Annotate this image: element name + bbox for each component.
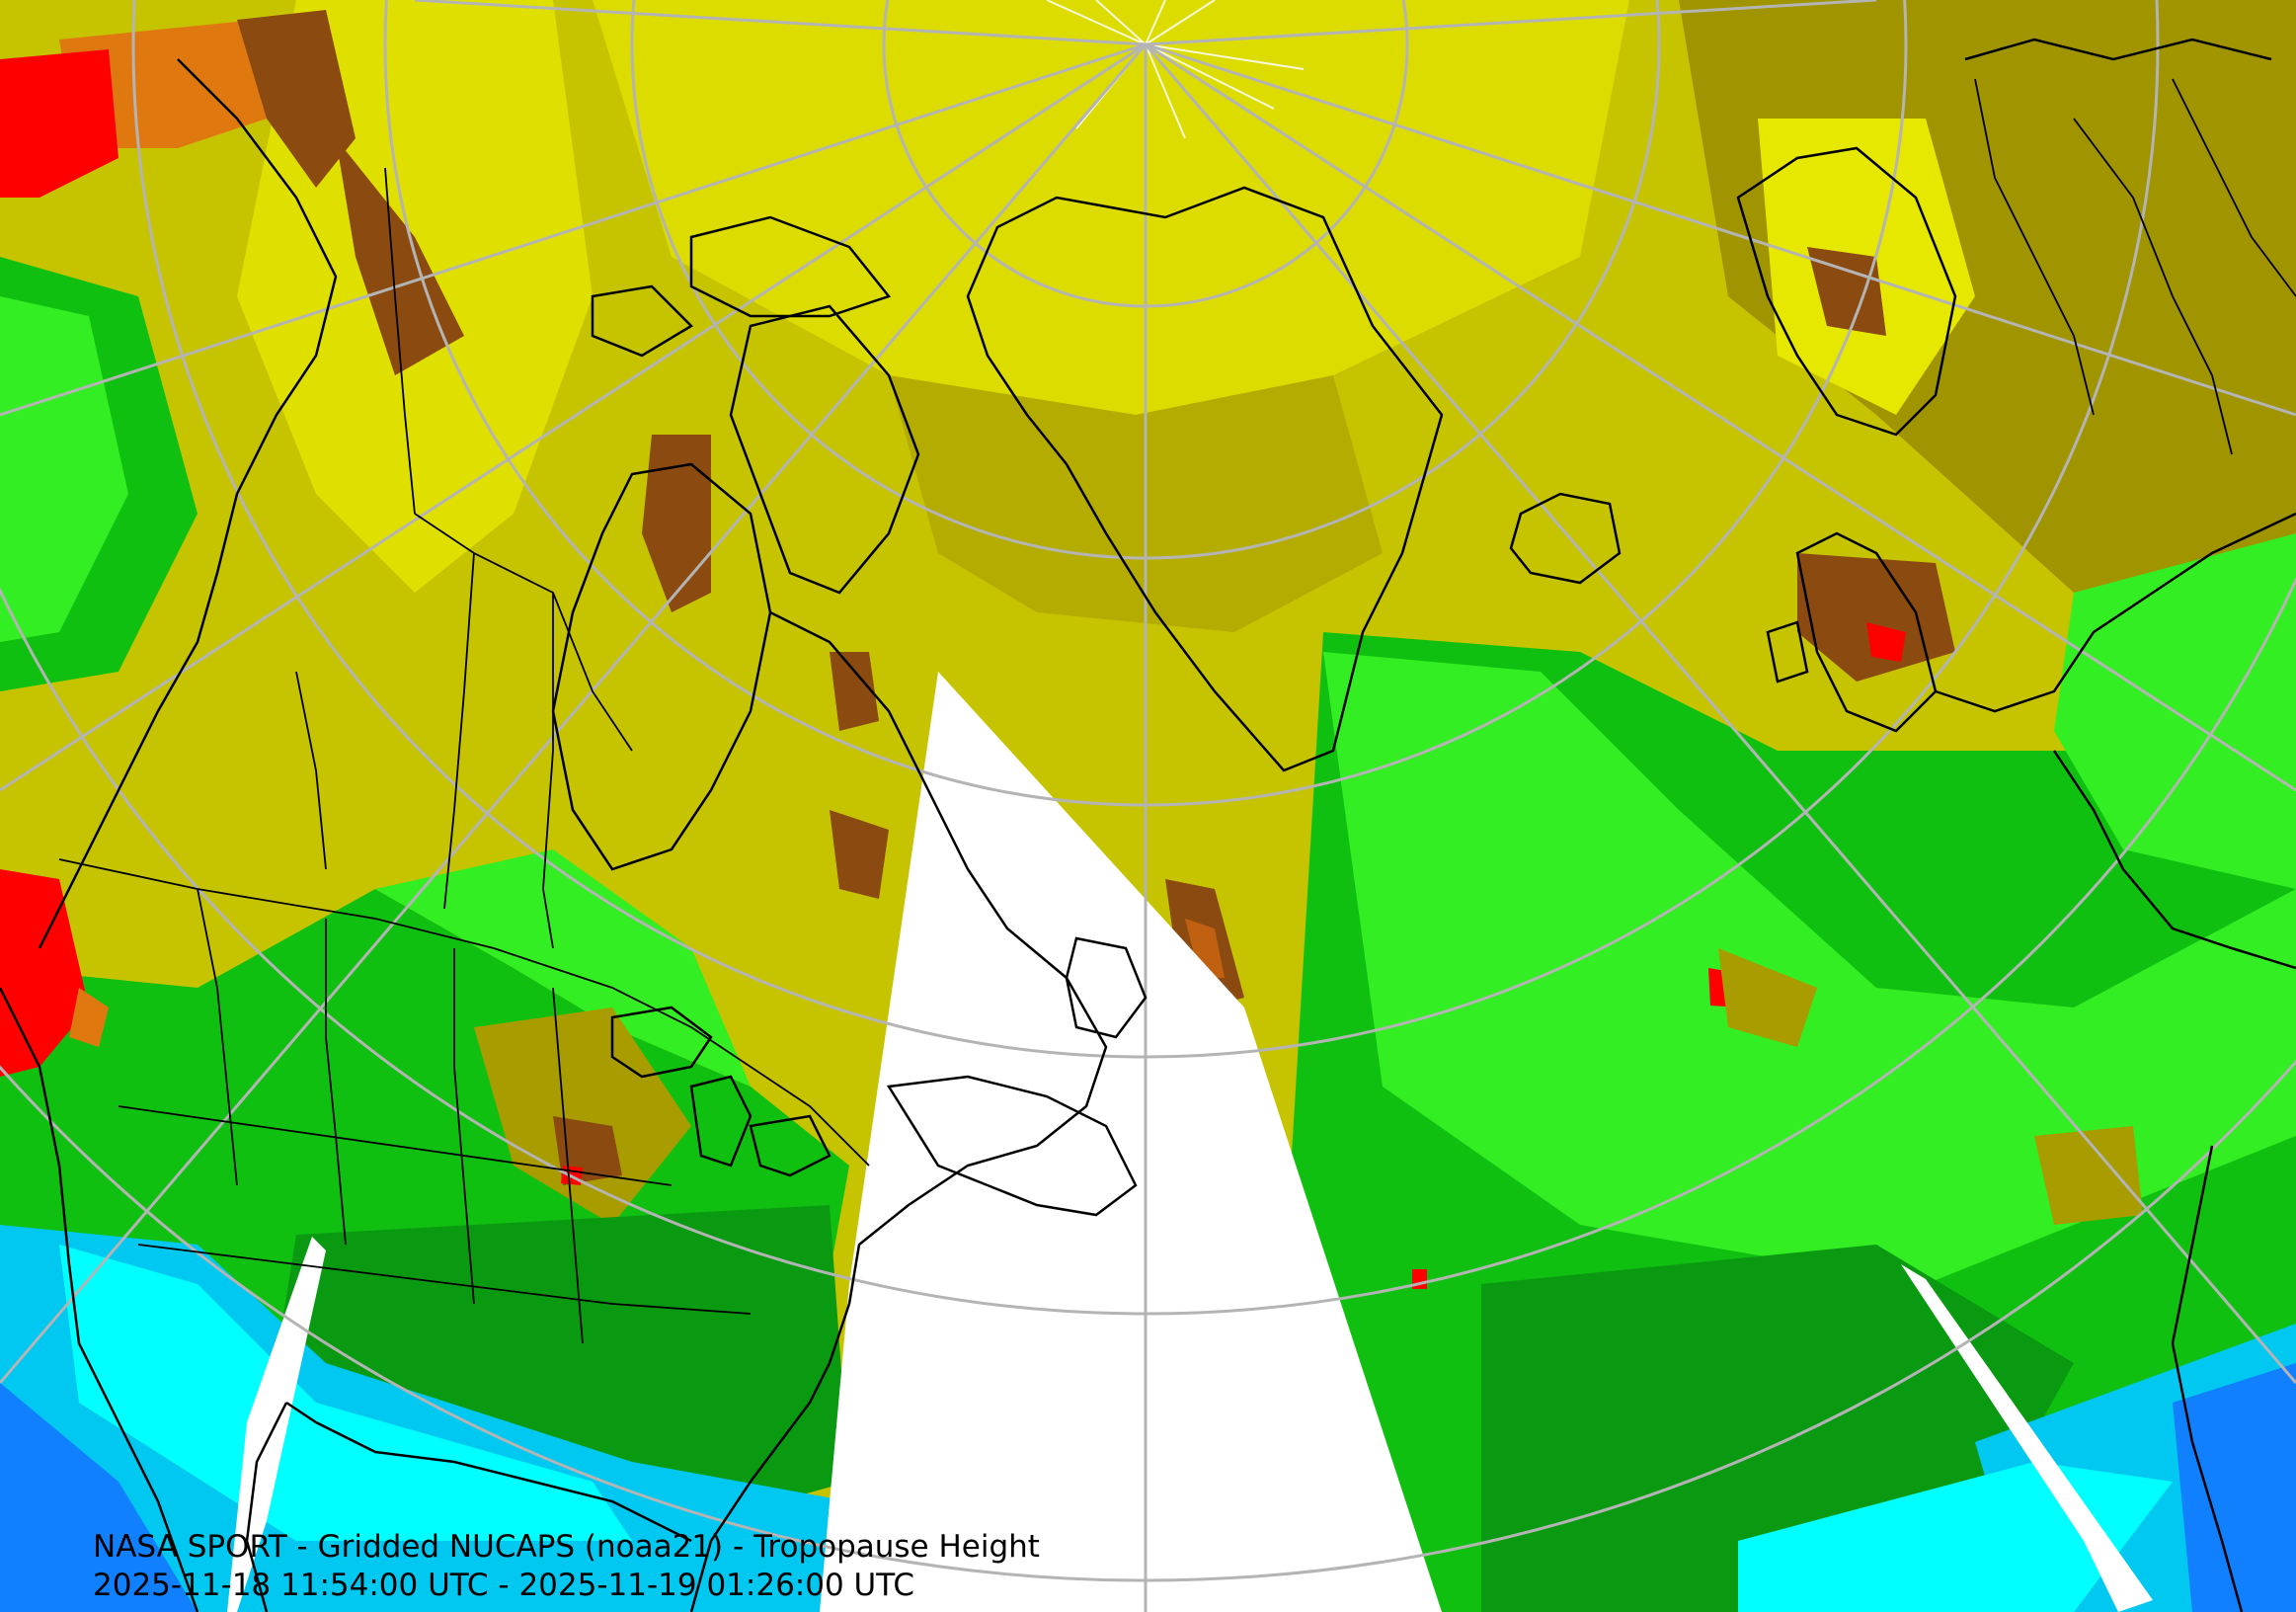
scandinavia-coast (1736, 146, 1957, 437)
field-alaska-orange (59, 20, 296, 148)
africa-coast (2171, 1145, 2244, 1612)
field-atlantic-olive (1718, 948, 1817, 1047)
map-time-range: 2025-11-18 11:54:00 UTC - 2025-11-19 01:… (93, 1568, 914, 1603)
meridian-ne (1145, 0, 1877, 46)
field-pnw-orange (69, 988, 109, 1047)
nodata-swath-central (820, 672, 1442, 1612)
field-great-lakes-olive (474, 1008, 691, 1225)
alaska-coast (38, 58, 338, 949)
political-borders (58, 78, 2296, 1344)
mexico-coast (245, 1402, 288, 1612)
meridian-ene (1145, 42, 2296, 417)
field-greenland-south-orange (1185, 919, 1225, 978)
map-title: NASA SPORT - Gridded NUCAPS (noaa21) - T… (93, 1529, 1040, 1565)
hudson-bay-coast (551, 462, 772, 871)
europe-coast (1935, 512, 2296, 970)
field-atlantic-blue (2173, 1363, 2296, 1612)
st-lawrence-coast (886, 1075, 1138, 1217)
field-pnw-red (0, 869, 89, 1077)
labrador-coast (769, 610, 1108, 1305)
newfoundland-coast (1065, 936, 1148, 1039)
greenland-coast (966, 186, 1444, 772)
field-arctic-olive (889, 375, 1383, 632)
field-alaska-brown (237, 10, 356, 188)
europe-borders (1974, 78, 2296, 455)
field-baltic-red (1866, 622, 1906, 662)
field-gulf-cyan (59, 1245, 632, 1541)
pacific-coast (0, 987, 199, 1612)
field-labsea-brown (830, 810, 889, 899)
meridian-nw (414, 0, 1147, 46)
field-baltic-brown (1797, 553, 1955, 682)
coastlines (0, 38, 2296, 1612)
canada-provinces (295, 513, 633, 949)
meridian-se (1144, 43, 2296, 1384)
nodata-swath-atlantic (1901, 1264, 2153, 1612)
us-east-coast (689, 1303, 851, 1612)
meridian-west (0, 42, 1147, 792)
arctic-islands (591, 215, 892, 358)
gulf-coast (285, 1401, 692, 1543)
field-great-lakes-green (375, 849, 751, 1087)
field-alaska-red (0, 49, 119, 198)
us-states (118, 888, 752, 1344)
field-pacific-blue (0, 1383, 198, 1612)
baffin-coast (729, 304, 920, 595)
meridian-east (1145, 42, 2296, 792)
field-scandinavia-brown (1807, 247, 1886, 336)
alaska-canada-border (384, 167, 416, 515)
meridian-wnw (0, 42, 1147, 417)
field-azores-olive (2034, 1126, 2143, 1225)
us-canada-border (58, 858, 870, 1167)
meridian-sw (0, 43, 1148, 1384)
great-lakes (610, 1006, 831, 1177)
iceland-coast (1509, 492, 1622, 585)
russia-coast (1964, 38, 2272, 61)
british-isles-coast (1766, 531, 1938, 733)
field-hudson-brown (642, 435, 711, 612)
field-labrador-brown (830, 652, 879, 731)
field-rockies-brown (336, 138, 464, 375)
field-atlantic-light-green (1323, 652, 2296, 1284)
